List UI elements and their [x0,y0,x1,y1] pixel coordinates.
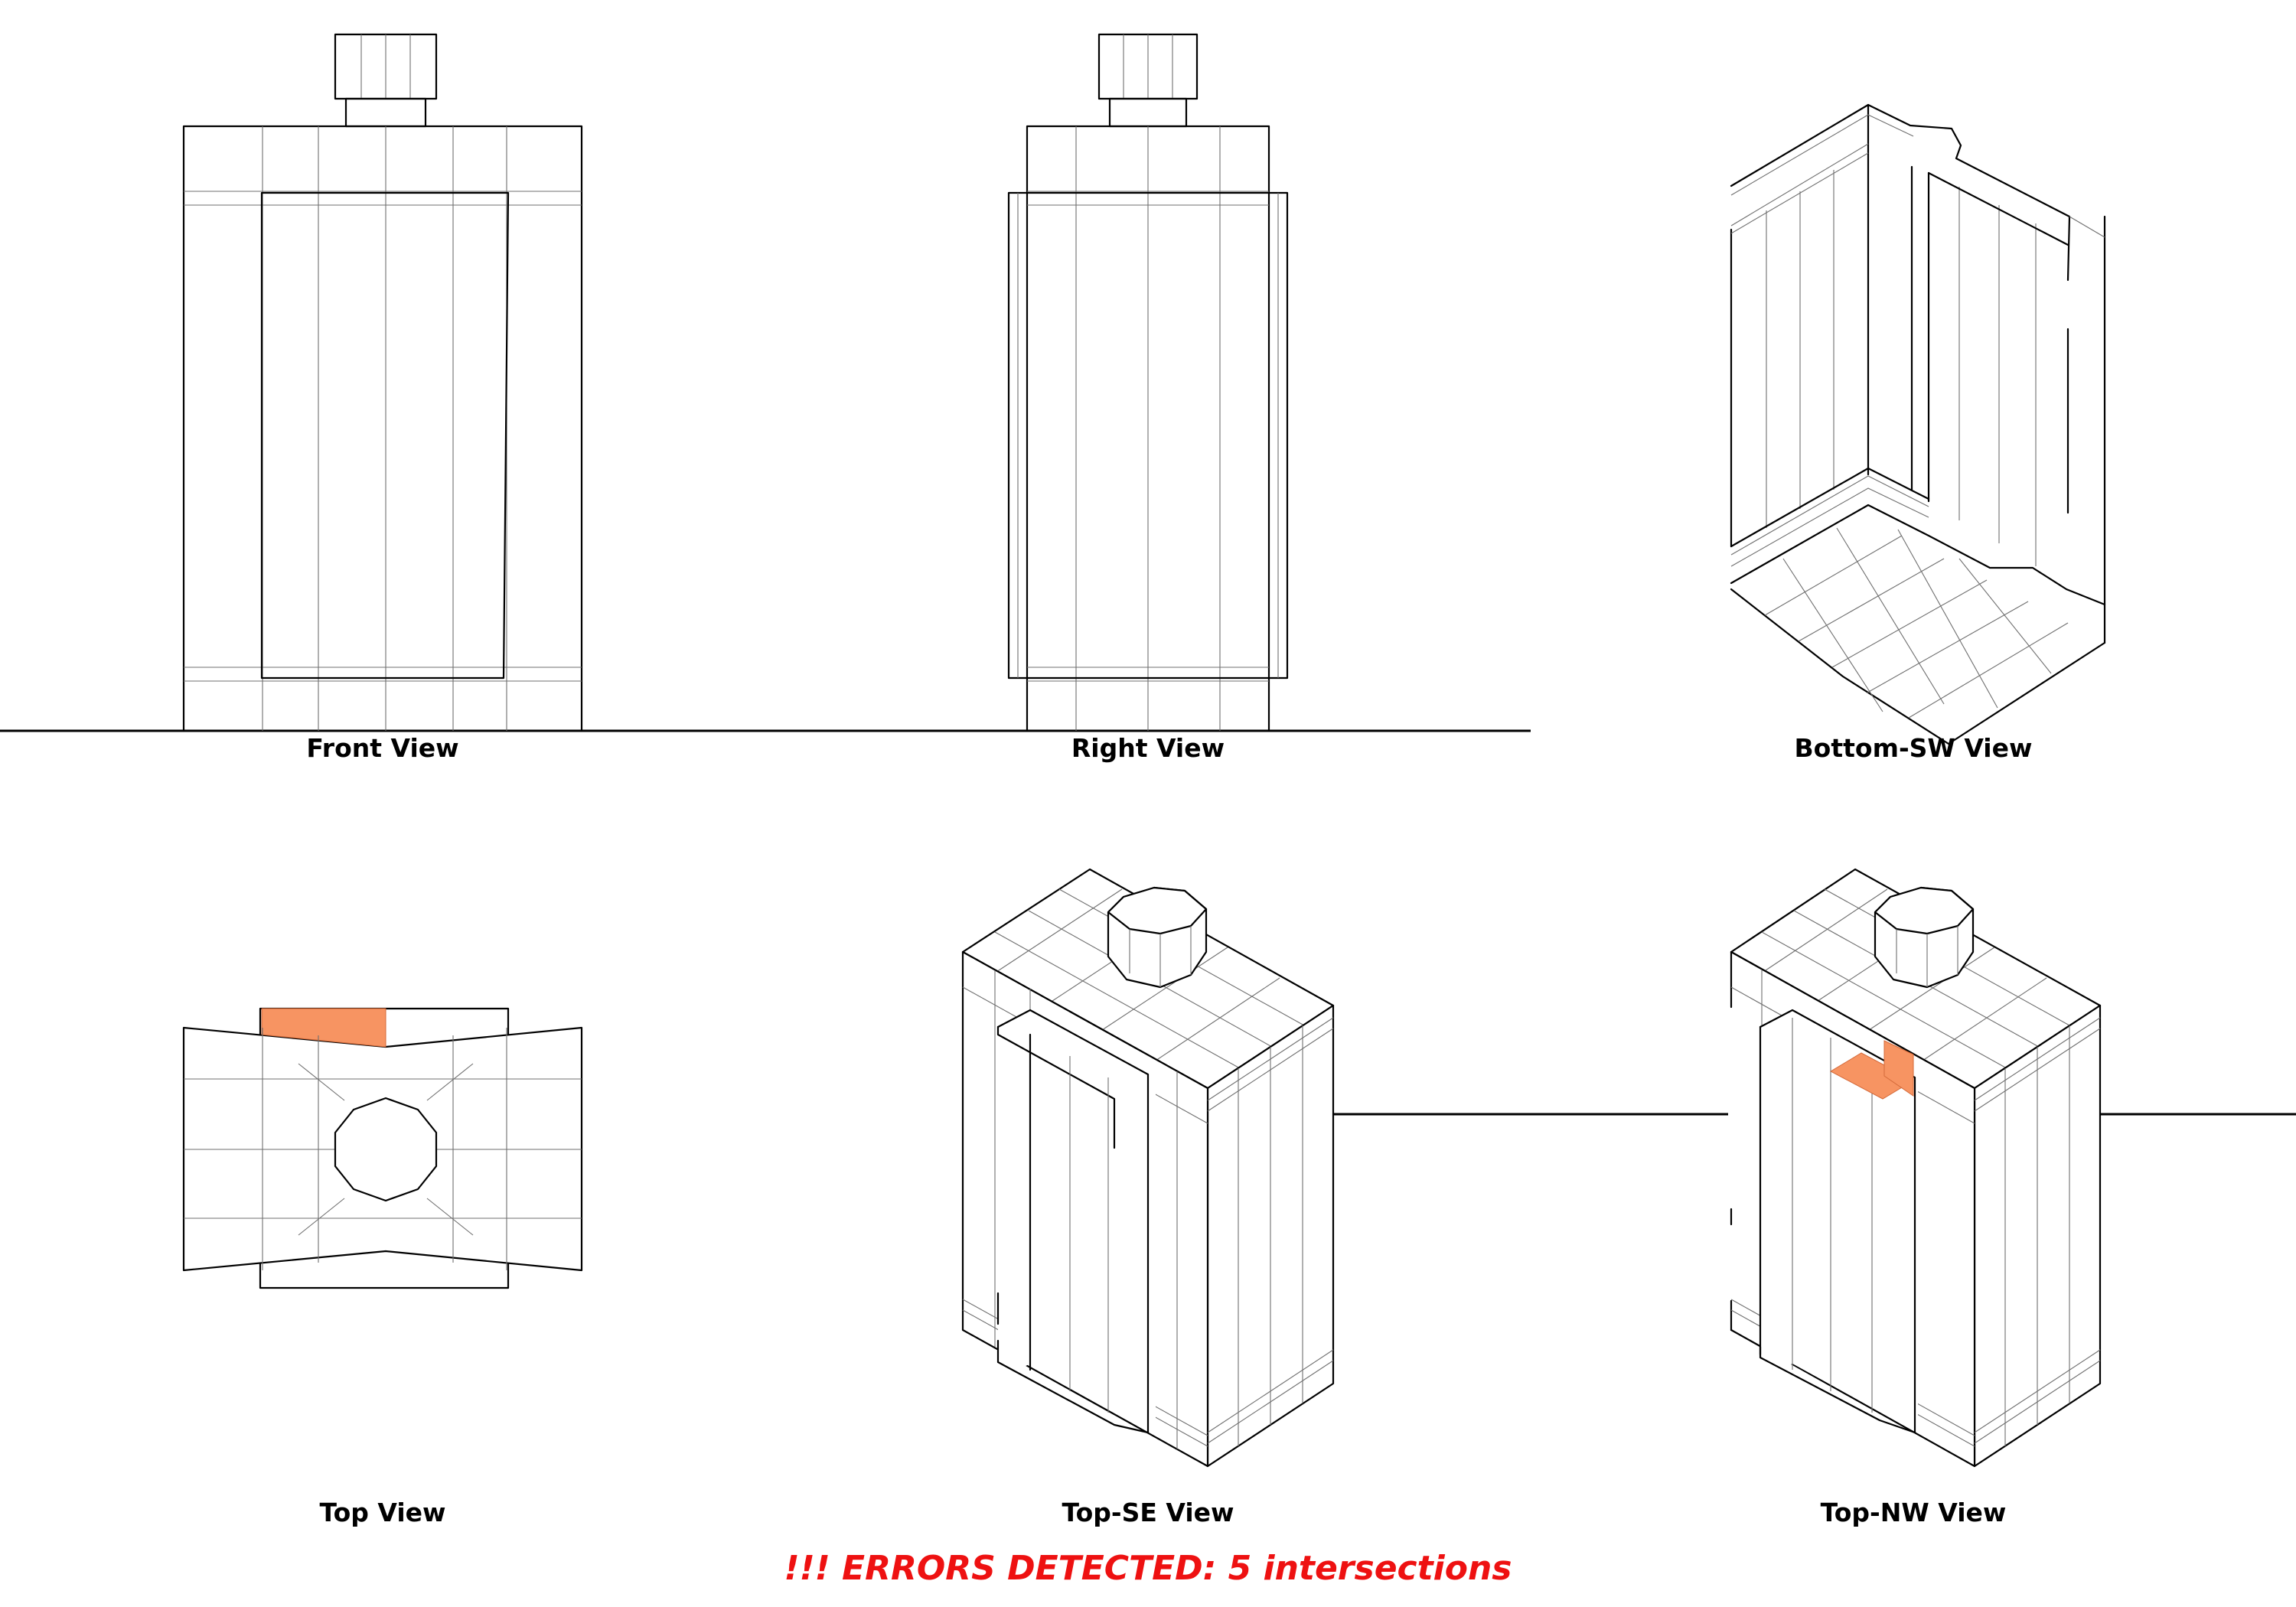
top-se-view-label: Top-SE View [1062,1498,1234,1527]
top-view-label: Top View [319,1498,445,1527]
bottom-sw-view: Bottom-SW View [1730,103,2106,763]
top-cap-octagon [334,1097,438,1202]
front-neck [344,97,427,128]
top-nw-view-label: Top-NW View [1821,1498,2007,1527]
front-body [182,125,583,732]
top-nw-view: Top-NW View [1730,868,2102,1527]
right-view: Right View [1007,33,1289,763]
top-nw-intersection-highlight-b [1883,1040,1914,1097]
error-status-message: !!! ERRORS DETECTED: 5 intersections [784,1549,1512,1588]
front-view: Front View [182,33,583,763]
top-intersection-highlight [261,1008,386,1048]
top-view: Top View [182,1007,583,1527]
front-label-panel [260,191,510,680]
right-view-label: Right View [1071,733,1225,763]
top-se-view: Top-SE View [961,868,1335,1527]
bottom-sw-view-label: Bottom-SW View [1795,733,2033,763]
front-view-label: Front View [306,733,458,763]
right-label-panel [1007,191,1289,680]
right-neck [1108,97,1188,128]
